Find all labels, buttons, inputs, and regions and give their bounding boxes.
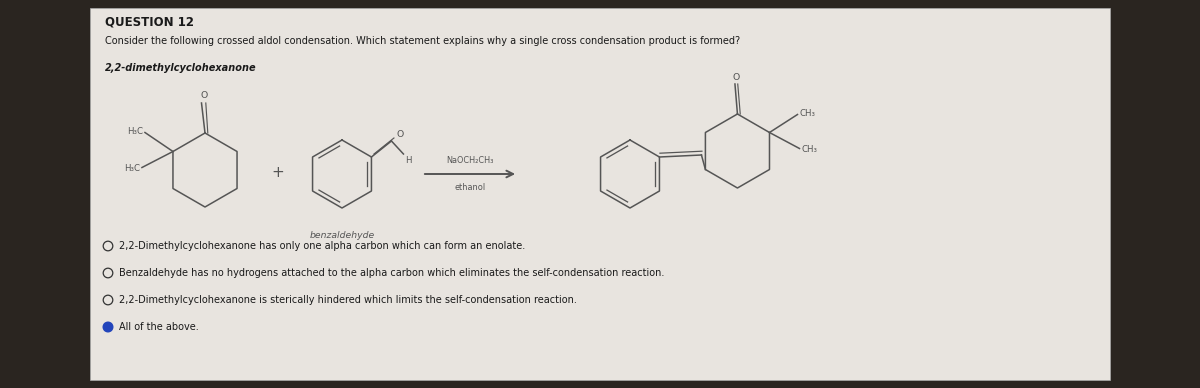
Text: O: O: [200, 91, 208, 100]
Text: H₃C: H₃C: [124, 164, 140, 173]
Text: All of the above.: All of the above.: [119, 322, 199, 332]
Circle shape: [103, 322, 113, 332]
Text: Consider the following crossed aldol condensation. Which statement explains why : Consider the following crossed aldol con…: [106, 36, 740, 46]
Text: NaOCH₂CH₃: NaOCH₂CH₃: [446, 156, 493, 165]
Text: 2,2-Dimethylcyclohexanone is sterically hindered which limits the self-condensat: 2,2-Dimethylcyclohexanone is sterically …: [119, 295, 577, 305]
Text: 2,2-Dimethylcyclohexanone has only one alpha carbon which can form an enolate.: 2,2-Dimethylcyclohexanone has only one a…: [119, 241, 526, 251]
Text: O: O: [733, 73, 740, 82]
Text: H₃C: H₃C: [127, 127, 143, 136]
Text: Benzaldehyde has no hydrogens attached to the alpha carbon which eliminates the : Benzaldehyde has no hydrogens attached t…: [119, 268, 665, 278]
Text: 2,2-dimethylcyclohexanone: 2,2-dimethylcyclohexanone: [106, 63, 257, 73]
FancyBboxPatch shape: [90, 8, 1110, 380]
Text: +: +: [271, 166, 284, 180]
Text: H: H: [406, 156, 412, 165]
Text: QUESTION 12: QUESTION 12: [106, 16, 194, 29]
Text: ethanol: ethanol: [455, 183, 486, 192]
Text: CH₃: CH₃: [802, 145, 817, 154]
Text: benzaldehyde: benzaldehyde: [310, 231, 374, 240]
Text: O: O: [396, 130, 403, 139]
Text: CH₃: CH₃: [799, 109, 816, 118]
